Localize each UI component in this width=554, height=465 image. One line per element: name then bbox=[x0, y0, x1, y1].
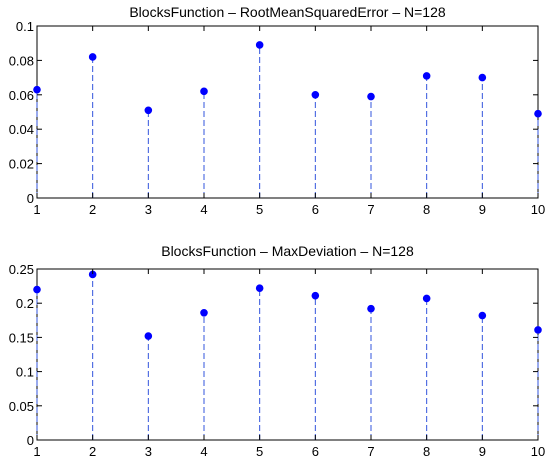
bottom-y-tick-label: 0.05 bbox=[9, 399, 34, 414]
top-x-tick-label: 6 bbox=[312, 202, 319, 217]
top-x-ticks: 1 2 3 4 5 6 7 8 9 10 bbox=[33, 26, 545, 217]
bottom-axes-box bbox=[36, 268, 539, 441]
bottom-x-tick-label: 4 bbox=[200, 444, 207, 459]
top-stem-plot: BlocksFunction – RootMeanSquaredError – … bbox=[9, 4, 546, 217]
bottom-y-tick-label: 0.15 bbox=[9, 330, 34, 345]
bottom-y-tick-label: 0.1 bbox=[16, 365, 34, 380]
top-x-tick-label: 2 bbox=[89, 202, 96, 217]
bottom-x-tick-label: 10 bbox=[531, 444, 545, 459]
bottom-data-point bbox=[534, 326, 542, 334]
bottom-data-point bbox=[422, 294, 431, 303]
bottom-data-point bbox=[311, 291, 320, 300]
bottom-markers bbox=[33, 270, 542, 340]
top-y-tick-label: 0.04 bbox=[9, 122, 34, 137]
top-data-point bbox=[144, 106, 153, 115]
top-y-ticks: 0 0.02 0.04 0.06 0.08 0.1 bbox=[9, 19, 538, 206]
bottom-stem-plot: BlocksFunction – MaxDeviation – N=128 1 2… bbox=[9, 243, 546, 459]
bottom-x-ticks: 1 2 3 4 5 6 7 8 9 10 bbox=[33, 269, 545, 459]
top-axes-box bbox=[36, 25, 539, 199]
bottom-x-tick-label: 3 bbox=[145, 444, 152, 459]
top-data-point bbox=[422, 72, 431, 80]
bottom-y-tick-label: 0 bbox=[27, 433, 34, 448]
bottom-stems bbox=[36, 274, 539, 440]
bottom-x-tick-label: 6 bbox=[312, 444, 319, 459]
bottom-data-point bbox=[200, 308, 208, 317]
top-data-point bbox=[478, 73, 487, 82]
top-x-tick-label: 1 bbox=[33, 202, 40, 217]
bottom-data-point bbox=[367, 304, 375, 313]
bottom-x-tick-label: 2 bbox=[89, 444, 96, 459]
top-axes bbox=[36, 25, 539, 199]
top-data-point bbox=[311, 91, 320, 99]
top-x-tick-label: 5 bbox=[256, 202, 263, 217]
bottom-y-ticks: 0 0.05 0.1 0.15 0.2 0.25 bbox=[9, 262, 538, 448]
bottom-y-tick-label: 0.2 bbox=[16, 296, 34, 311]
top-data-point bbox=[367, 92, 375, 101]
top-data-point bbox=[33, 85, 41, 94]
top-data-point bbox=[534, 109, 542, 118]
top-y-tick-label: 0.1 bbox=[16, 19, 34, 34]
top-x-tick-label: 4 bbox=[200, 202, 207, 217]
top-y-tick-label: 0 bbox=[27, 191, 34, 206]
bottom-chart-title: BlocksFunction – MaxDeviation – N=128 bbox=[161, 243, 414, 259]
bottom-x-tick-label: 5 bbox=[256, 444, 263, 459]
bottom-x-tick-label: 8 bbox=[423, 444, 430, 459]
bottom-x-tick-label: 1 bbox=[33, 444, 40, 459]
top-markers bbox=[33, 41, 542, 118]
top-chart-title: BlocksFunction – RootMeanSquaredError – … bbox=[129, 4, 446, 20]
top-x-tick-label: 9 bbox=[479, 202, 486, 217]
bottom-data-point bbox=[478, 311, 487, 320]
top-y-tick-label: 0.08 bbox=[9, 53, 34, 68]
bottom-x-tick-label: 7 bbox=[367, 444, 374, 459]
top-x-tick-label: 7 bbox=[367, 202, 374, 217]
top-data-point bbox=[200, 87, 208, 96]
top-data-point bbox=[255, 41, 264, 49]
top-x-tick-label: 8 bbox=[423, 202, 430, 217]
top-y-tick-label: 0.06 bbox=[9, 88, 34, 103]
bottom-x-tick-label: 9 bbox=[479, 444, 486, 459]
top-x-tick-label: 10 bbox=[531, 202, 545, 217]
bottom-y-tick-label: 0.25 bbox=[9, 262, 34, 277]
top-data-point bbox=[88, 53, 97, 61]
top-y-tick-label: 0.02 bbox=[9, 157, 34, 172]
top-stems bbox=[36, 44, 539, 198]
bottom-data-point bbox=[144, 332, 153, 340]
top-x-tick-label: 3 bbox=[145, 202, 152, 217]
bottom-axes bbox=[36, 268, 539, 441]
bottom-data-point bbox=[255, 284, 264, 292]
bottom-data-point bbox=[33, 285, 41, 294]
